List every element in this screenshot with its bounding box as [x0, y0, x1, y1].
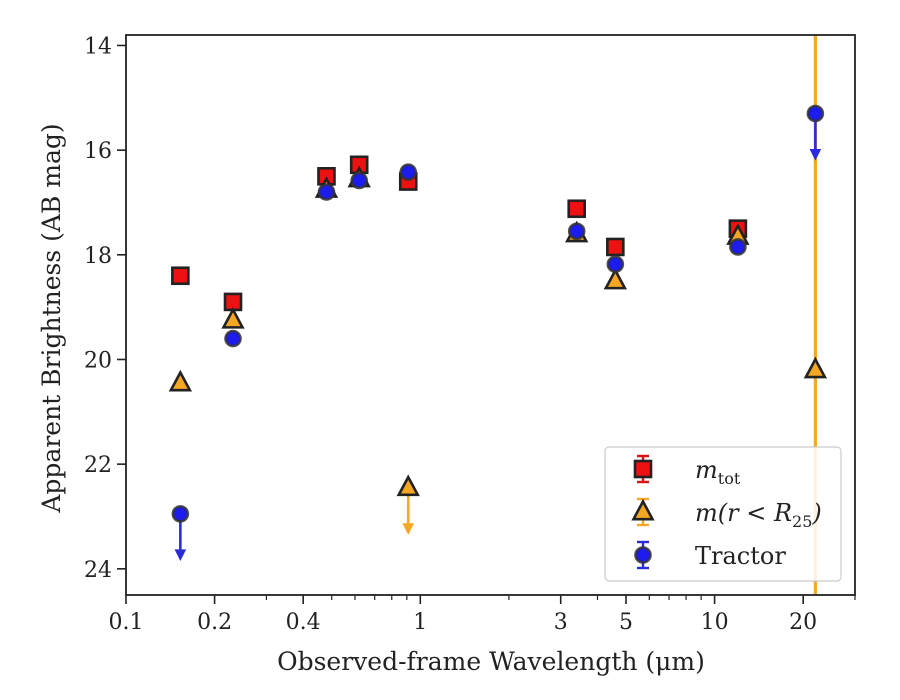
x-tick-label: 1 — [413, 610, 427, 635]
x-tick-label: 3 — [554, 610, 568, 635]
series-square — [171, 155, 748, 312]
series-circle — [171, 104, 825, 561]
legend-marker-triangle — [631, 498, 655, 521]
y-tick-label: 20 — [84, 348, 112, 373]
legend-label: m(r < R25) — [695, 499, 822, 531]
data-point-circle — [317, 183, 336, 201]
data-point-circle — [806, 104, 825, 123]
y-tick-label: 24 — [84, 558, 112, 583]
data-point-circle — [350, 171, 368, 190]
upper-limit-arrow-head — [174, 549, 187, 561]
x-axis-label: Observed-frame Wavelength (μm) — [277, 647, 705, 676]
plot-frame — [125, 34, 856, 596]
data-point-circle — [171, 505, 190, 523]
y-tick-label: 22 — [84, 453, 112, 478]
legend-marker-square — [633, 459, 653, 479]
data-point-circle — [567, 222, 586, 241]
x-tick-label: 5 — [619, 610, 633, 635]
data-point-triangle — [396, 474, 420, 497]
x-tick-label: 0.4 — [286, 610, 321, 635]
legend-marker-circle — [634, 546, 652, 564]
data-point-circle — [399, 163, 418, 181]
data-point-square — [567, 199, 587, 219]
y-axis-label: Apparent Brightness (AB mag) — [37, 123, 66, 513]
x-tick-label: 0.1 — [109, 610, 144, 635]
x-tick-label: 10 — [701, 610, 729, 635]
plot-area: 0.1 0.2 0.4 1 3 5 10 20 14 16 18 20 22 24 mtot m(r < R2… — [84, 34, 856, 635]
data-point-circle — [729, 238, 747, 256]
legend-box — [604, 446, 842, 582]
data-point-circle — [606, 255, 625, 274]
data-point-square — [606, 237, 625, 257]
y-tick-label: 16 — [84, 139, 112, 164]
legend: mtot m(r < R25) Tractor — [604, 446, 842, 582]
x-tick-label: 20 — [789, 610, 817, 635]
data-point-triangle — [168, 369, 193, 392]
data-point-triangle — [221, 306, 245, 329]
y-tick-label: 14 — [84, 34, 112, 59]
legend-label: Tractor — [695, 542, 786, 570]
data-point-square — [171, 266, 190, 286]
upper-limit-arrow-head — [402, 523, 415, 535]
data-point-triangle — [803, 356, 828, 379]
y-tick-label: 18 — [84, 244, 112, 269]
x-tick-label: 0.2 — [197, 610, 232, 635]
data-point-circle — [224, 329, 242, 348]
data-point-triangle — [603, 267, 628, 290]
legend-label: mtot — [695, 456, 741, 488]
upper-limit-arrow-head — [809, 149, 822, 161]
